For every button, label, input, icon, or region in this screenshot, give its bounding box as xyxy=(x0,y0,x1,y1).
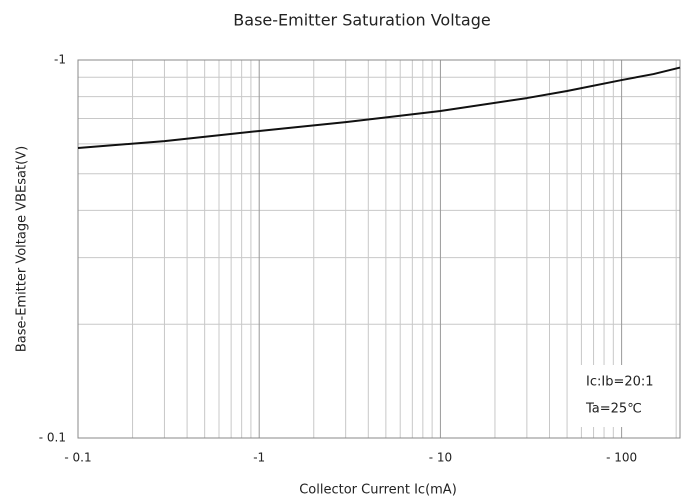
x-tick-label: - 0.1 xyxy=(64,451,91,465)
annotation: Ta=25℃ xyxy=(585,402,642,417)
x-axis-label: Collector Current Ic(mA) xyxy=(299,483,457,498)
annotation: Ic:Ib=20:1 xyxy=(586,375,654,390)
line-series xyxy=(77,66,681,150)
y-tick-label: -1 xyxy=(54,53,66,67)
x-tick-label: -1 xyxy=(253,451,265,465)
x-tick-label: - 10 xyxy=(429,451,452,465)
chart-title: Base-Emitter Saturation Voltage xyxy=(233,11,490,30)
x-tick-label: - 100 xyxy=(606,451,637,465)
y-tick-label: - 0.1 xyxy=(39,431,66,445)
y-axis-label: Base-Emitter Voltage VBEsat(V) xyxy=(15,146,30,352)
plot-frame xyxy=(77,59,681,439)
annotation-box xyxy=(574,365,666,427)
